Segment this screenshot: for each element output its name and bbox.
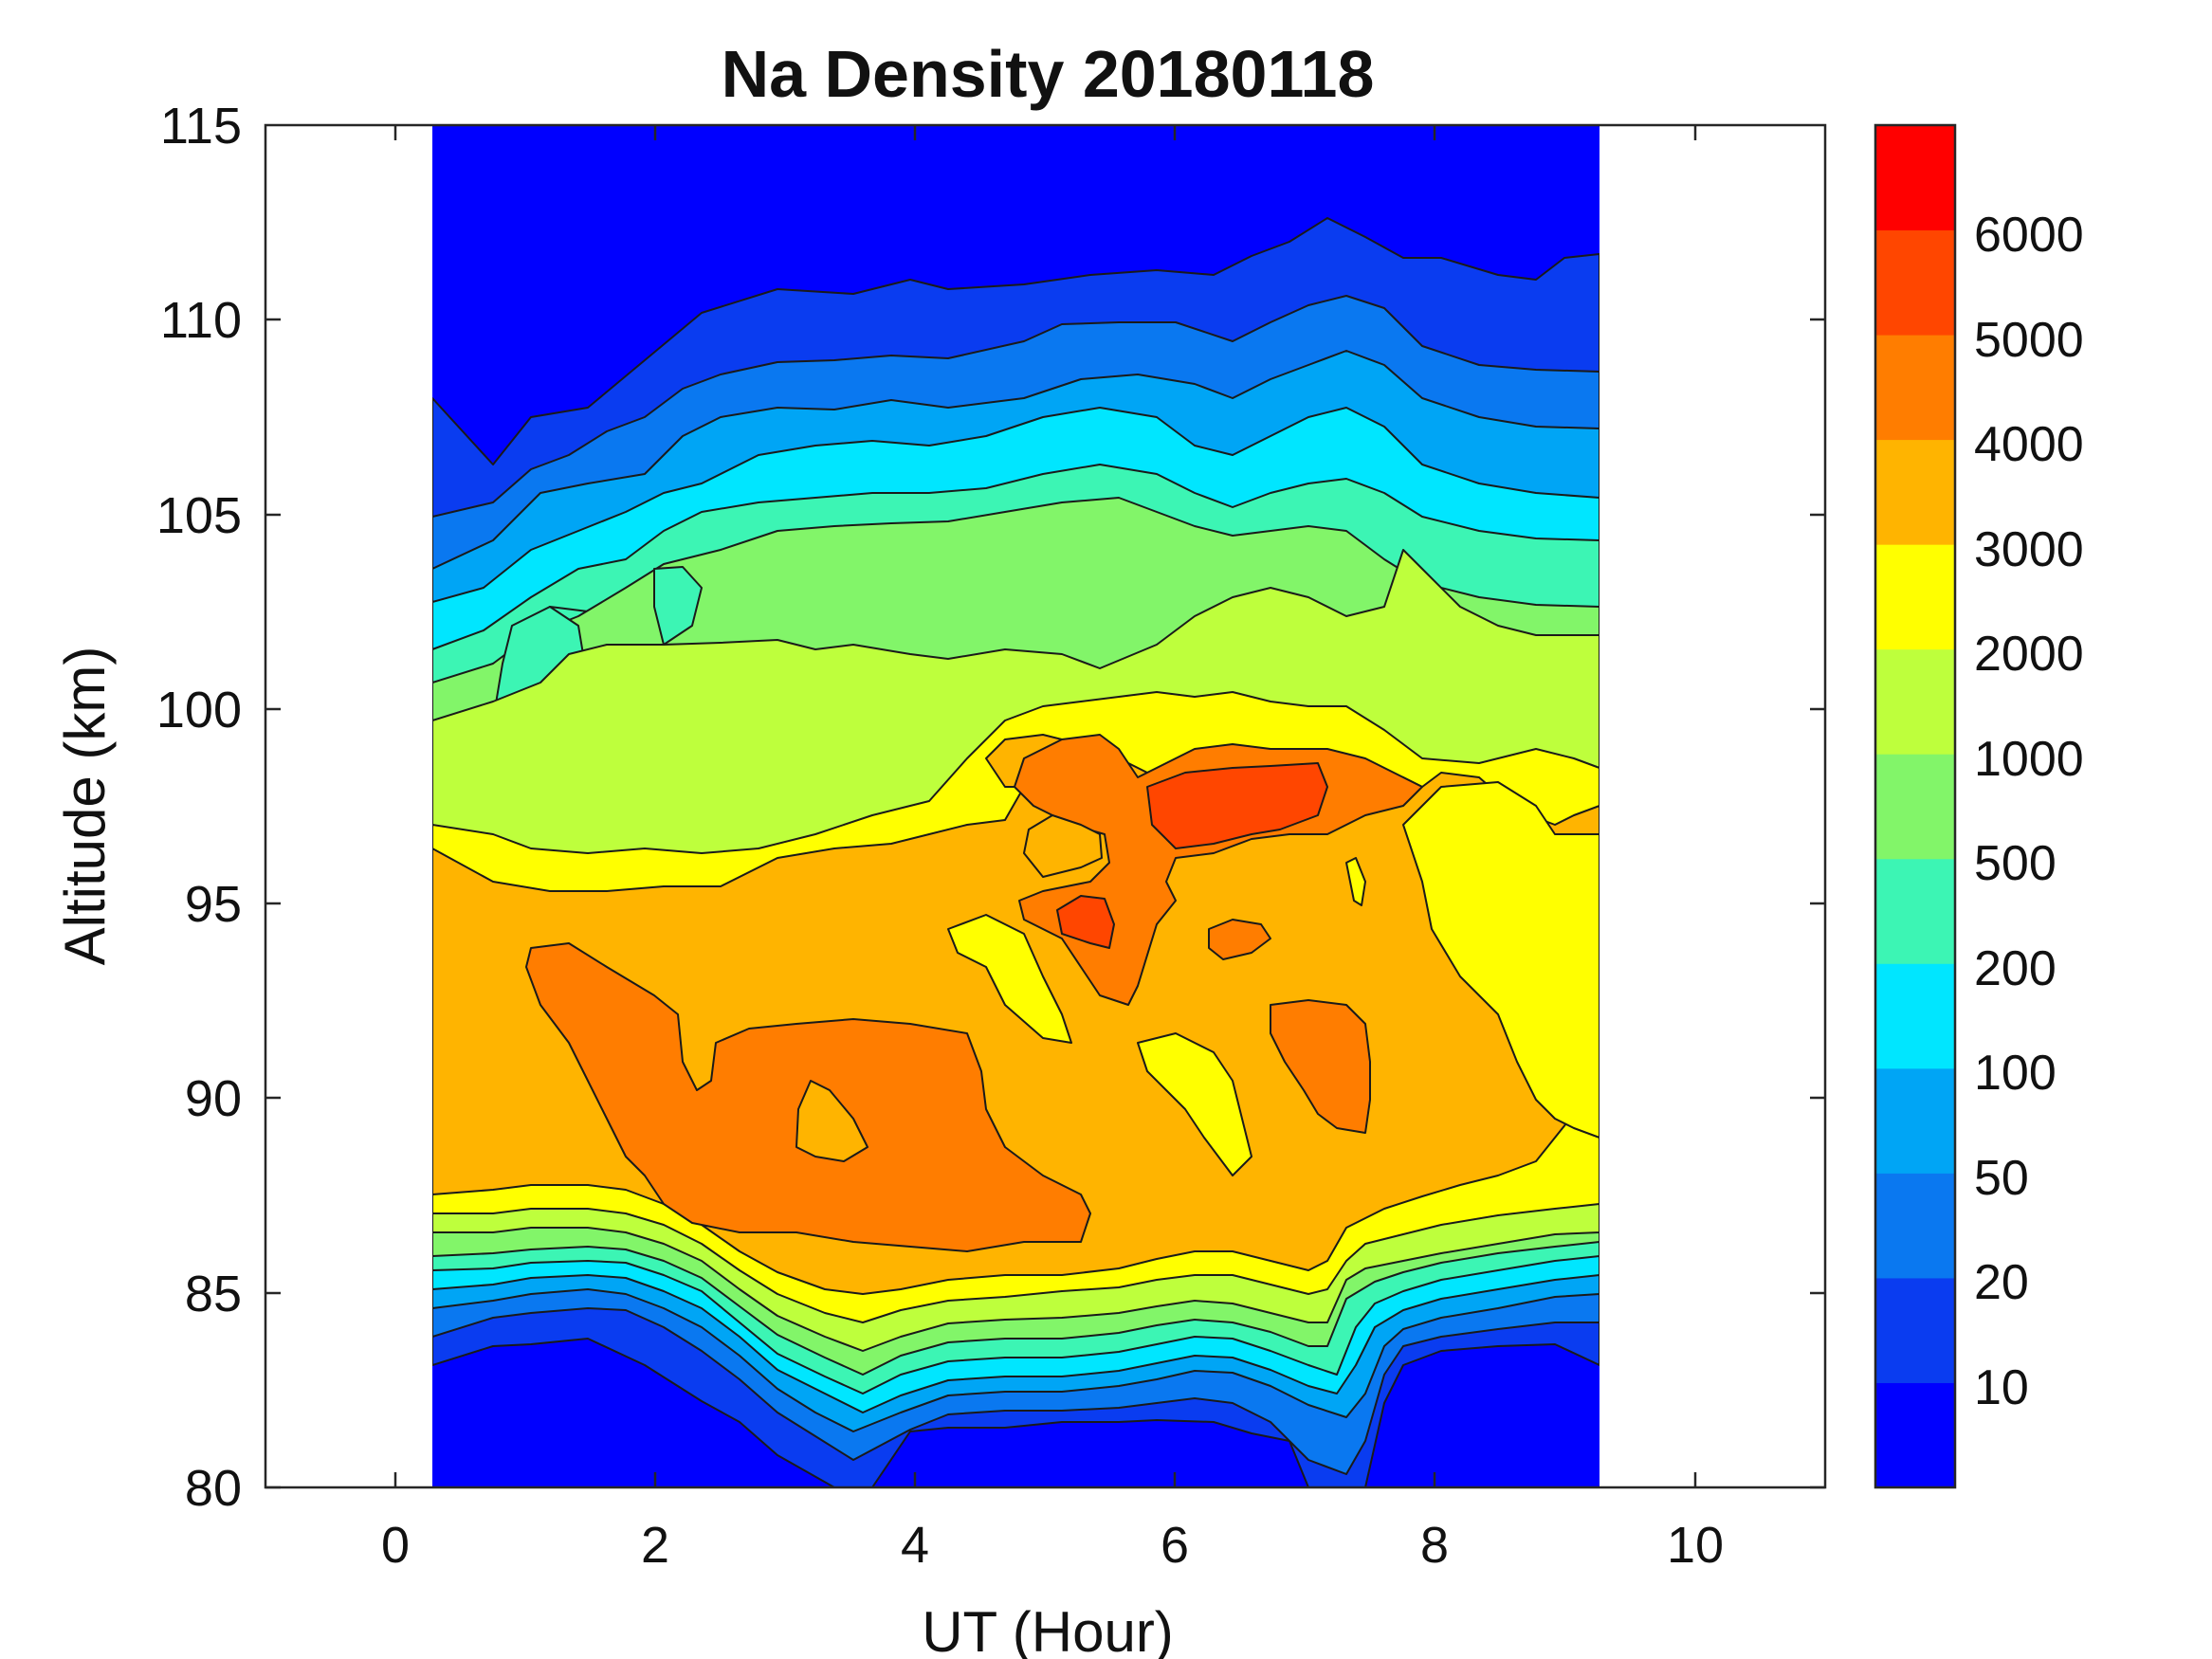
- y-tick-label: 115: [160, 98, 242, 155]
- colorbar-band: [1875, 754, 1955, 860]
- yellow-intrusion-b: [1137, 1032, 1252, 1176]
- band-4000-5000-b: [1270, 999, 1371, 1134]
- yellow-intrusion-a: [947, 914, 1072, 1044]
- colorbar-tick-label: 4000: [1974, 417, 2084, 472]
- colorbar-band: [1875, 858, 1955, 964]
- band-3000-4000-hole: [1023, 814, 1103, 878]
- colorbar-tick-label: 500: [1974, 836, 2057, 891]
- colorbar: 10 20 50 100 200 500 1000 2000 3000 4000…: [1874, 123, 2084, 1489]
- y-tick-label: 110: [160, 292, 242, 349]
- x-tick-label: 10: [1667, 1517, 1724, 1574]
- colorbar-band: [1875, 439, 1955, 545]
- colorbar-band: [1875, 1173, 1955, 1279]
- colorbar-tick-label: 50: [1974, 1151, 2029, 1206]
- x-tick-labels: 0 2 4 6 8 10: [381, 1517, 1724, 1574]
- y-tick-label: 85: [185, 1266, 242, 1322]
- colorbar-tick-label: 1000: [1974, 732, 2084, 787]
- x-axis-label: UT (Hour): [922, 1600, 1174, 1659]
- colorbar-tick-label: 6000: [1974, 208, 2084, 263]
- colorbar-tick-label: 100: [1974, 1046, 2057, 1101]
- colorbar-band: [1875, 335, 1955, 441]
- band-5000-6000-a: [1146, 762, 1328, 849]
- colorbar-tick-labels: 10 20 50 100 200 500 1000 2000 3000 4000…: [1974, 208, 2084, 1415]
- y-tick-label: 80: [185, 1460, 242, 1517]
- contour-field: [432, 125, 1600, 1487]
- y-tick-label: 95: [185, 876, 242, 933]
- y-tick-label: 90: [185, 1070, 242, 1127]
- colorbar-band: [1875, 1382, 1955, 1488]
- colorbar-bands: [1875, 125, 1955, 1488]
- y-axis: [265, 318, 1825, 1489]
- yellow-intrusion-d: [1345, 857, 1366, 906]
- x-tick-label: 6: [1161, 1517, 1189, 1574]
- band-5000-6000-b: [1056, 895, 1115, 949]
- yellow-intrusion-c: [1402, 781, 1600, 1139]
- axes-frame: [264, 123, 1827, 1489]
- colorbar-band: [1875, 1067, 1955, 1174]
- colorbar-tick-label: 20: [1974, 1255, 2029, 1310]
- colorbar-band: [1875, 648, 1955, 755]
- x-tick-label: 0: [381, 1517, 410, 1574]
- x-tick-label: 4: [901, 1517, 929, 1574]
- colorbar-tick-label: 10: [1974, 1360, 2029, 1415]
- y-tick-label: 100: [156, 682, 242, 738]
- colorbar-tick-label: 3000: [1974, 522, 2084, 577]
- colorbar-band: [1875, 229, 1955, 336]
- colorbar-tick-label: 5000: [1974, 313, 2084, 368]
- x-tick-label: 8: [1420, 1517, 1449, 1574]
- colorbar-tick-label: 2000: [1974, 627, 2084, 682]
- chart-title: Na Density 20180118: [722, 37, 1375, 111]
- band-3000-4000-pocket: [795, 1080, 868, 1162]
- band-4000-5000-c: [1208, 919, 1271, 960]
- band-500-1000-pocket2: [653, 566, 703, 646]
- y-tick-labels: 80 85 90 95 100 105 110 115: [156, 98, 242, 1517]
- y-axis-label: Altitude (km): [53, 647, 117, 966]
- colorbar-band: [1875, 544, 1955, 650]
- x-tick-label: 2: [641, 1517, 669, 1574]
- colorbar-band: [1875, 1277, 1955, 1383]
- colorbar-tick-label: 200: [1974, 941, 2057, 996]
- colorbar-frame: [1874, 123, 1957, 1489]
- y-tick-label: 105: [156, 487, 242, 544]
- x-axis: [393, 125, 1697, 1487]
- colorbar-band: [1875, 963, 1955, 1069]
- colorbar-band: [1875, 125, 1955, 231]
